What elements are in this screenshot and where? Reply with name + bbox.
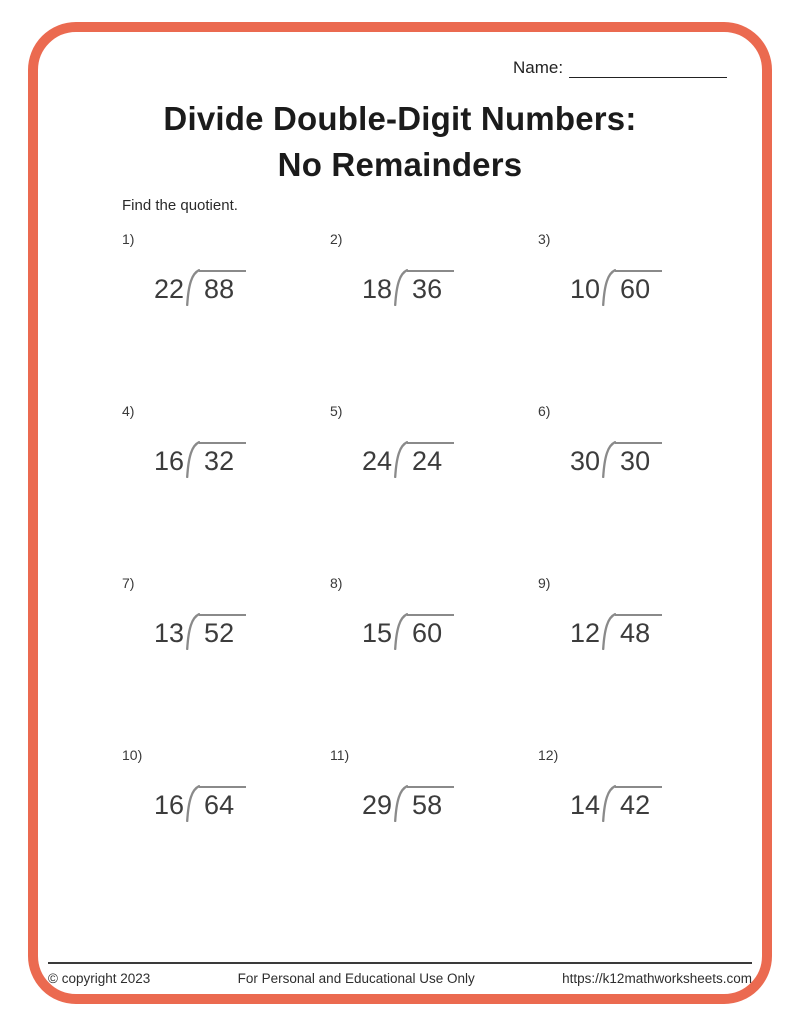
problem-number: 7)	[122, 575, 135, 591]
division-problem-6: 6) 30 30	[538, 403, 746, 575]
division-expression: 30 30	[570, 441, 746, 478]
footer-divider	[48, 962, 752, 964]
division-problem-1: 1) 22 88	[122, 231, 330, 403]
dividend: 52	[199, 614, 247, 650]
worksheet-title: Divide Double-Digit Numbers: No Remainde…	[0, 96, 800, 187]
name-label: Name:	[513, 58, 564, 77]
division-problem-11: 11) 29 58	[330, 747, 538, 919]
divisor: 29	[362, 790, 393, 821]
dividend: 36	[407, 270, 455, 306]
problem-number: 6)	[538, 403, 551, 419]
division-expression: 16 32	[154, 441, 330, 478]
divisor: 16	[154, 790, 185, 821]
division-problem-8: 8) 15 60	[330, 575, 538, 747]
division-expression: 15 60	[362, 613, 538, 650]
divisor: 14	[570, 790, 601, 821]
division-bracket-icon	[394, 613, 409, 650]
divisor: 16	[154, 446, 185, 477]
division-bracket-icon	[602, 441, 617, 478]
division-expression: 10 60	[570, 269, 746, 306]
division-expression: 24 24	[362, 441, 538, 478]
division-bracket-icon	[186, 441, 201, 478]
dividend: 60	[407, 614, 455, 650]
worksheet-border	[28, 22, 772, 1004]
divisor: 13	[154, 618, 185, 649]
division-expression: 13 52	[154, 613, 330, 650]
divisor: 18	[362, 274, 393, 305]
title-line-1: Divide Double-Digit Numbers:	[163, 100, 637, 137]
division-bracket-icon	[394, 441, 409, 478]
division-bracket-icon	[602, 613, 617, 650]
division-bracket-icon	[602, 785, 617, 822]
website-url: https://k12mathworksheets.com	[562, 971, 752, 986]
division-expression: 12 48	[570, 613, 746, 650]
division-problem-7: 7) 13 52	[122, 575, 330, 747]
divisor: 30	[570, 446, 601, 477]
problem-number: 11)	[330, 747, 350, 763]
problem-number: 3)	[538, 231, 551, 247]
footer: © copyright 2023 For Personal and Educat…	[48, 971, 752, 986]
problem-number: 1)	[122, 231, 135, 247]
problem-number: 2)	[330, 231, 343, 247]
divisor: 10	[570, 274, 601, 305]
division-bracket-icon	[602, 269, 617, 306]
division-bracket-icon	[186, 269, 201, 306]
division-expression: 22 88	[154, 269, 330, 306]
divisor: 24	[362, 446, 393, 477]
instructions-text: Find the quotient.	[122, 197, 238, 214]
division-bracket-icon	[186, 613, 201, 650]
division-expression: 29 58	[362, 785, 538, 822]
usage-text: For Personal and Educational Use Only	[237, 971, 475, 986]
problem-number: 12)	[538, 747, 559, 763]
division-problem-2: 2) 18 36	[330, 231, 538, 403]
division-expression: 14 42	[570, 785, 746, 822]
title-line-2: No Remainders	[277, 145, 523, 183]
dividend: 60	[615, 270, 663, 306]
dividend: 30	[615, 442, 663, 478]
divisor: 12	[570, 618, 601, 649]
name-row: Name:	[513, 58, 728, 78]
dividend: 58	[407, 786, 455, 822]
division-expression: 16 64	[154, 785, 330, 822]
problem-number: 9)	[538, 575, 551, 591]
problem-number: 8)	[330, 575, 343, 591]
dividend: 32	[199, 442, 247, 478]
name-input-line[interactable]	[569, 59, 728, 78]
division-bracket-icon	[186, 785, 201, 822]
divisor: 22	[154, 274, 185, 305]
division-problem-12: 12) 14 42	[538, 747, 746, 919]
problem-number: 10)	[122, 747, 143, 763]
division-problem-5: 5) 24 24	[330, 403, 538, 575]
copyright-text: © copyright 2023	[48, 971, 151, 986]
dividend: 64	[199, 786, 247, 822]
dividend: 42	[615, 786, 663, 822]
division-bracket-icon	[394, 269, 409, 306]
dividend: 24	[407, 442, 455, 478]
problem-number: 4)	[122, 403, 135, 419]
divisor: 15	[362, 618, 393, 649]
problem-number: 5)	[330, 403, 343, 419]
problems-grid: 1) 22 88 2) 18 36 3) 10 60 4)	[122, 231, 752, 919]
dividend: 48	[615, 614, 663, 650]
division-problem-9: 9) 12 48	[538, 575, 746, 747]
dividend: 88	[199, 270, 247, 306]
division-bracket-icon	[394, 785, 409, 822]
division-problem-10: 10) 16 64	[122, 747, 330, 919]
division-expression: 18 36	[362, 269, 538, 306]
division-problem-4: 4) 16 32	[122, 403, 330, 575]
division-problem-3: 3) 10 60	[538, 231, 746, 403]
